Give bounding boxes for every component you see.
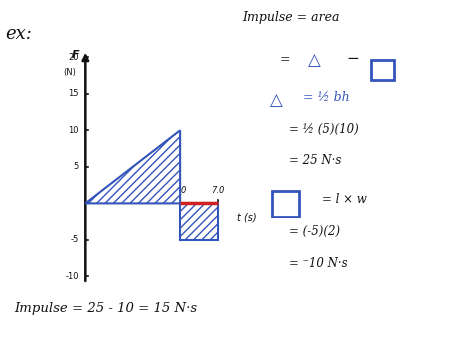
- Text: -10: -10: [65, 272, 79, 281]
- Text: =: =: [280, 53, 290, 66]
- Text: 5: 5: [73, 162, 79, 171]
- Text: = 25 N·s: = 25 N·s: [289, 154, 341, 168]
- Text: 20: 20: [68, 53, 79, 62]
- Polygon shape: [180, 203, 218, 240]
- Text: = l × w: = l × w: [322, 193, 367, 207]
- Text: = ½ (5)(10): = ½ (5)(10): [289, 122, 359, 136]
- Text: −: −: [346, 51, 359, 66]
- Text: (N): (N): [64, 68, 77, 77]
- Text: 15: 15: [68, 89, 79, 98]
- Text: Impulse = 25 - 10 = 15 N·s: Impulse = 25 - 10 = 15 N·s: [14, 302, 197, 315]
- Text: -5: -5: [71, 235, 79, 245]
- Text: = ⁻10 N·s: = ⁻10 N·s: [289, 257, 348, 271]
- Polygon shape: [85, 130, 180, 203]
- Text: t (s): t (s): [237, 212, 256, 222]
- Text: △: △: [308, 51, 321, 70]
- Text: Impulse = area: Impulse = area: [242, 11, 339, 24]
- Text: ex:: ex:: [5, 25, 32, 43]
- Text: 5.0: 5.0: [173, 186, 187, 195]
- Text: 7.0: 7.0: [211, 186, 225, 195]
- Text: 10: 10: [68, 126, 79, 135]
- Text: = ½ bh: = ½ bh: [303, 91, 350, 104]
- Text: = (-5)(2): = (-5)(2): [289, 225, 340, 239]
- Text: △: △: [270, 91, 283, 109]
- Text: F: F: [72, 50, 80, 60]
